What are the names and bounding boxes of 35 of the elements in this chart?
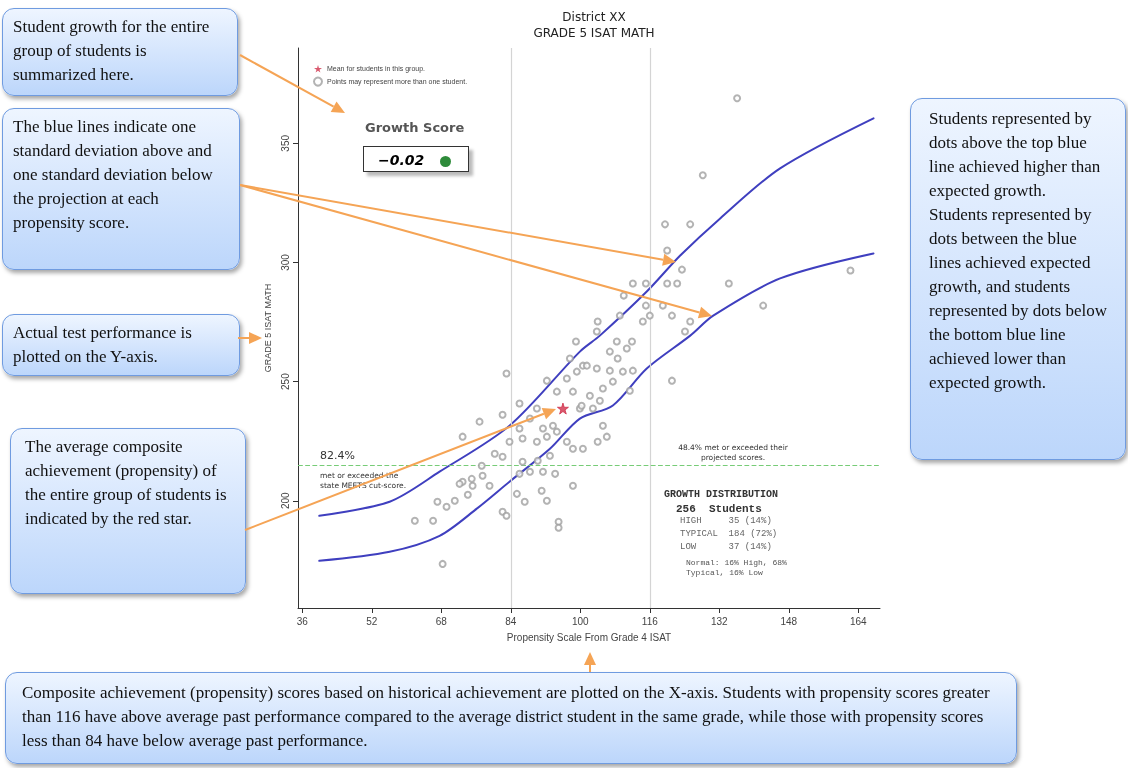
annotation: GROWTH DISTRIBUTION xyxy=(664,489,779,500)
text: Student growth for the entire group of students is summarized here. xyxy=(13,17,210,84)
text: Composite achievement (propensity) scores based on historical achievement are plotted on the X-axis. Students with propensity scores greater than 116 have above average past performance compared to the average district student in the same grade, while those with propensity scores less than 84 have below average past performance. xyxy=(22,683,990,750)
x-tick-label: 84 xyxy=(505,615,517,627)
y-tick-label: 250 xyxy=(279,372,291,390)
x-tick-label: 100 xyxy=(571,615,590,627)
annotation: TYPICAL 184 (72%) xyxy=(680,529,778,539)
annotation: LOW 37 (14%) xyxy=(680,542,772,552)
line-series xyxy=(318,117,875,517)
annotation: −0.02 xyxy=(378,152,425,168)
y-tick-label: 300 xyxy=(279,253,291,271)
text: Students represented by dots above the top blue line achieved higher than expected growth. Students represented by dots between the blue lines achieved expected growth, and students represented by dots below the bottom blue line achieved lower than expected growth. xyxy=(929,109,1107,392)
score-box: −0.02 xyxy=(363,146,469,172)
line-series xyxy=(318,252,875,562)
x-tick-label: 148 xyxy=(780,615,798,627)
text: Actual test performance is plotted on the Y-axis. xyxy=(13,323,192,366)
chart-subtitle: GRADE 5 ISAT MATH xyxy=(533,26,655,40)
x-tick-label: 52 xyxy=(366,615,378,627)
x-tick-label: 68 xyxy=(435,615,448,627)
annotation: HIGH 35 (14%) xyxy=(680,516,772,526)
x-tick-label: 36 xyxy=(296,615,309,627)
text: The blue lines indicate one standard deviation above and one standard deviation below the projection at each propensity score. xyxy=(13,117,213,232)
text: The average composite achievement (propensity) of the entire group of students is indicated by the red star. xyxy=(25,437,227,528)
y-tick-label: 350 xyxy=(279,134,291,152)
annotation: Growth Score xyxy=(365,120,465,135)
annotation: 82.4% xyxy=(320,449,355,462)
y-tick-label: 200 xyxy=(279,491,291,510)
x-tick-label: 132 xyxy=(710,615,729,627)
annotation: 256 Students xyxy=(676,503,762,515)
y-axis-title: GRADE 5 ISAT MATH xyxy=(262,283,273,373)
x-axis-title: Propensity Scale From Grade 4 ISAT xyxy=(506,631,672,643)
chart-title: District XX xyxy=(562,10,626,24)
x-tick-label: 164 xyxy=(849,615,868,627)
annotation: Normal: 16% High, 68% Typical, 16% Low xyxy=(686,558,787,577)
x-tick-label: 116 xyxy=(641,615,659,627)
